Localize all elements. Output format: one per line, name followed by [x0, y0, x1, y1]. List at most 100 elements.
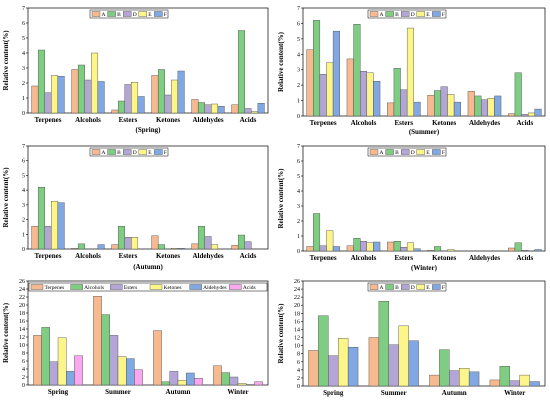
bar-spring-aldehydes	[65, 371, 75, 386]
legend-label: B	[117, 12, 121, 18]
x-category-label: Aldehydes	[192, 116, 223, 124]
bar-aldehydes-a	[191, 99, 199, 114]
y-axis-label: Relative content(%)	[2, 30, 10, 91]
bar-autumn-f	[468, 371, 480, 387]
bar-terpenes-f	[332, 246, 340, 252]
bar-winter-esters	[229, 376, 239, 386]
legend-swatch	[432, 11, 441, 17]
legend-swatch	[149, 284, 163, 290]
bar-summer-terpenes	[93, 296, 102, 386]
bar-terpenes-f	[57, 76, 65, 114]
bar-summer-d	[388, 344, 399, 387]
bar-autumn-b	[439, 349, 450, 387]
bar-esters-d	[124, 237, 132, 250]
bar-summer-f	[408, 340, 419, 387]
bar-winter-ketones	[237, 383, 247, 386]
legend-label: Acids	[243, 285, 256, 291]
bar-autumn-d	[449, 370, 460, 387]
bar-winter-f	[529, 381, 540, 387]
legend-swatch	[138, 11, 148, 17]
bar-summer-alcohols	[101, 314, 110, 386]
x-category-label: Aldehydes	[192, 252, 223, 260]
bar-autumn-ketones	[177, 380, 187, 386]
legend-label: E	[148, 150, 152, 156]
bar-aldehydes-b	[474, 95, 482, 117]
y-tick-label: 6	[297, 21, 300, 27]
bar-winter-e	[519, 374, 530, 387]
y-tick-label: 2	[22, 218, 25, 224]
bar-acids-d	[521, 250, 529, 252]
bar-ketones-b	[434, 246, 442, 252]
bar-summer-b	[378, 300, 389, 387]
legend-label: F	[442, 150, 445, 156]
legend-swatch	[401, 149, 410, 155]
bar-aldehydes-f	[494, 95, 502, 117]
bar-winter-terpenes	[213, 365, 222, 386]
bar-ketones-d	[440, 86, 448, 117]
x-category-label: Autumn	[166, 388, 191, 396]
bar-alcohols-e	[366, 242, 374, 252]
y-tick-label: 4	[297, 189, 300, 195]
bar-esters-a	[111, 244, 119, 250]
panel-subtitle: (Winter)	[411, 264, 438, 272]
bar-terpenes-e	[326, 230, 334, 252]
bar-esters-b	[393, 241, 401, 252]
bar-esters-b	[117, 100, 125, 114]
x-category-label: Alcohols	[351, 119, 377, 127]
y-tick-label: 10	[294, 344, 300, 350]
x-category-label: Ketones	[156, 116, 180, 124]
x-category-label: Aldehydes	[469, 119, 500, 127]
bar-spring-acids	[74, 355, 83, 386]
y-tick-label: 0	[297, 384, 300, 390]
bar-ketones-e	[171, 79, 179, 114]
y-tick-label: 3	[22, 203, 25, 209]
y-tick-label: 0	[22, 247, 25, 253]
y-tick-label: 1	[297, 234, 300, 240]
bar-summer-e	[398, 325, 409, 387]
bar-terpenes-b	[37, 49, 45, 114]
y-tick-label: 5	[22, 36, 25, 42]
legend-label: A	[380, 285, 384, 291]
panel-subtitle: (Summer)	[409, 128, 440, 136]
plot-frame	[302, 280, 546, 387]
y-tick-label: 10	[19, 343, 25, 349]
legend-swatch	[138, 149, 148, 155]
legend-swatch	[416, 149, 425, 155]
y-axis-label: Relative content(%)	[277, 303, 285, 364]
y-tick-label: 6	[22, 21, 25, 27]
bar-esters-e	[406, 242, 414, 252]
bar-aldehydes-a	[467, 91, 475, 117]
legend-label: D	[411, 150, 415, 156]
bar-terpenes-b	[313, 213, 321, 252]
bar-acids-b	[514, 72, 522, 117]
bar-ketones-f	[177, 70, 185, 114]
legend-label: E	[426, 12, 430, 18]
legend-label: D	[133, 12, 137, 18]
bar-winter-alcohols	[221, 372, 231, 386]
bar-ketones-e	[447, 249, 455, 252]
legend-label: F	[442, 285, 445, 291]
y-tick-label: 8	[297, 352, 300, 358]
y-tick-label: 4	[297, 368, 300, 374]
panel-subtitle: (Spring)	[136, 126, 162, 134]
y-tick-label: 2	[297, 376, 300, 382]
x-category-label: Esters	[394, 119, 413, 127]
x-category-label: Spring	[48, 388, 69, 396]
x-category-label: Terpenes	[310, 119, 337, 127]
plot-frame	[27, 145, 269, 250]
bar-aldehydes-b	[197, 102, 205, 114]
bar-alcohols-b	[77, 64, 85, 114]
x-category-label: Terpenes	[35, 252, 62, 260]
legend-swatch	[432, 149, 441, 155]
bar-acids-e	[527, 112, 535, 117]
y-tick-label: 5	[297, 37, 300, 43]
bar-spring-terpenes	[33, 335, 42, 386]
y-tick-label: 26	[294, 279, 300, 285]
y-axis-label: Relative content(%)	[2, 302, 10, 363]
y-tick-label: 7	[22, 144, 25, 150]
y-tick-label: 1	[297, 99, 300, 105]
y-tick-label: 6	[297, 159, 300, 165]
legend-swatch	[107, 149, 116, 155]
